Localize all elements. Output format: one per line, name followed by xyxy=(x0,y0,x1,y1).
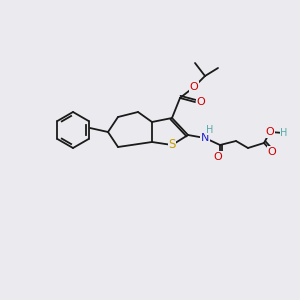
Text: H: H xyxy=(206,125,214,135)
Text: O: O xyxy=(196,97,206,107)
Text: O: O xyxy=(190,82,198,92)
Text: S: S xyxy=(168,139,176,152)
Text: N: N xyxy=(201,133,209,143)
Text: O: O xyxy=(268,147,276,157)
Text: O: O xyxy=(266,127,274,137)
Text: H: H xyxy=(280,128,288,138)
Text: O: O xyxy=(214,152,222,162)
